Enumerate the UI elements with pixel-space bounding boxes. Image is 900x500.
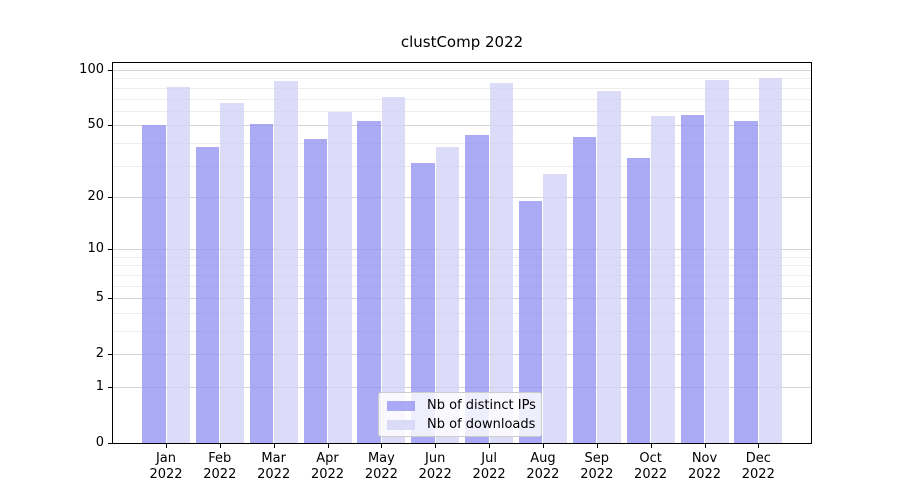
x-tick-mark [758,444,760,448]
y-tick-mark [108,196,112,198]
y-tick-label: 100 [79,62,104,77]
major-gridline [113,354,811,356]
bar-downloads-feb [220,103,244,443]
bar-downloads-mar [274,81,298,443]
y-tick-mark [108,387,112,388]
x-tick-mark [381,444,383,448]
bar-downloads-dec [758,77,783,443]
major-gridline [113,387,811,388]
legend-item-downloads: Nb of downloads [387,415,541,434]
legend-label-distinct-ips: Nb of distinct IPs [427,398,536,413]
bar-distinct-ips-apr [303,139,327,443]
x-tick-mark [166,444,167,448]
minor-gridline [113,142,811,144]
bar-distinct-ips-jan [142,125,166,443]
bar-downloads-jun [435,146,460,443]
bar-distinct-ips-may [357,120,381,443]
x-tick-label: Mar 2022 [257,451,291,482]
bar-downloads-jul [489,83,514,443]
x-tick-label: Apr 2022 [310,451,345,482]
x-tick-label: Aug 2022 [526,451,560,482]
chart-title: clustComp 2022 [400,33,524,51]
minor-gridline [113,274,811,276]
bar-distinct-ips-jun [411,162,435,443]
y-tick-mark [108,249,112,251]
minor-gridline [113,78,811,80]
bar-downloads-aug [543,173,567,443]
bar-distinct-ips-aug [518,200,543,443]
y-tick-label: 5 [95,290,104,306]
major-gridline [113,70,811,71]
y-tick-label: 20 [87,188,104,204]
bar-downloads-sep [597,90,621,443]
x-tick-label: Jan 2022 [149,451,183,482]
bar-distinct-ips-feb [195,146,220,443]
legend-item-distinct-ips: Nb of distinct IPs [387,396,541,415]
plot-area [112,62,812,444]
legend-swatch-downloads [387,419,415,430]
x-tick-mark [596,444,598,448]
y-tick-mark [108,125,112,127]
bar-distinct-ips-dec [734,120,758,443]
x-tick-label: Nov 2022 [687,451,722,482]
bar-downloads-nov [705,80,729,443]
minor-gridline [113,331,811,332]
x-tick-label: Oct 2022 [634,451,668,482]
major-gridline [113,196,811,198]
minor-gridline [113,285,811,287]
legend: Nb of distinct IPs Nb of downloads [378,392,542,437]
x-tick-label: Dec 2022 [741,451,775,482]
x-tick-mark [435,444,437,448]
minor-gridline [113,110,811,112]
bar-distinct-ips-nov [680,114,704,443]
y-tick-label: 1 [95,379,104,394]
x-tick-mark [219,444,221,448]
x-tick-mark [542,444,544,448]
bar-downloads-oct [651,116,675,443]
bar-downloads-jan [166,86,190,443]
major-gridline [113,249,811,251]
x-tick-mark [327,444,329,448]
x-tick-label: Feb 2022 [203,451,237,482]
bar-distinct-ips-oct [626,158,651,443]
y-tick-label: 2 [95,346,104,362]
minor-gridline [113,98,811,100]
legend-swatch-distinct-ips [387,400,415,411]
x-tick-mark [650,444,652,448]
major-gridline [113,125,811,127]
y-tick-label: 0 [95,435,104,450]
y-tick-mark [108,354,112,356]
x-tick-mark [489,444,491,448]
x-tick-label: Jun 2022 [418,451,452,482]
bar-downloads-apr [328,112,352,443]
minor-gridline [113,87,811,89]
x-tick-mark [704,444,706,448]
x-tick-label: May 2022 [364,451,398,482]
x-tick-label: Jul 2022 [472,451,506,482]
bar-distinct-ips-sep [572,137,597,443]
y-tick-label: 10 [87,241,104,257]
y-tick-label: 50 [87,117,104,133]
x-tick-mark [273,444,275,448]
bar-distinct-ips-mar [249,123,274,443]
major-gridline [113,298,811,300]
y-tick-mark [108,443,112,444]
y-tick-mark [108,70,112,71]
minor-gridline [113,312,811,314]
x-tick-label: Sep 2022 [580,451,614,482]
y-tick-mark [108,298,112,300]
minor-gridline [113,165,811,167]
minor-gridline [113,265,811,267]
legend-label-downloads: Nb of downloads [427,417,536,432]
minor-gridline [113,256,811,258]
bar-downloads-may [381,97,406,443]
bar-distinct-ips-jul [465,135,489,443]
